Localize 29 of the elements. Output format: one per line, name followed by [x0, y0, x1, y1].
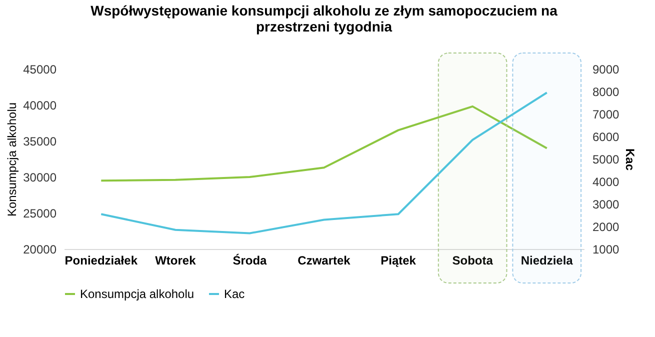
line-series	[100, 105, 548, 182]
y2-tick-label: 3000	[592, 198, 620, 212]
y-tick-label: 20000	[23, 242, 57, 256]
y2-tick-label: 7000	[592, 108, 620, 122]
y-tick-label: 35000	[23, 134, 57, 148]
line-series	[100, 92, 548, 234]
x-tick-label: Środa	[232, 254, 268, 268]
y-tick-label: 25000	[23, 206, 57, 220]
y2-tick-label: 2000	[592, 220, 620, 234]
y2-tick-label: 6000	[592, 130, 620, 144]
y2-tick-label: 9000	[592, 62, 620, 76]
y2-tick-label: 4000	[592, 175, 620, 189]
y-tick-label: 40000	[23, 98, 57, 112]
y2-tick-label: 8000	[592, 85, 620, 99]
x-tick-label: Piątek	[380, 254, 416, 268]
legend-label: Kac	[224, 287, 245, 301]
y2-tick-label: 1000	[592, 242, 620, 256]
chart-title: Współwystępowanie konsumpcji alkoholu ze złym samopoczuciem na przestrzeni tygodnia	[90, 2, 558, 34]
x-tick-label: Sobota	[452, 254, 494, 268]
y-axis-title: Konsumpcja alkoholu	[5, 102, 20, 217]
x-tick-label: Czwartek	[298, 254, 351, 268]
y-tick-label: 45000	[23, 62, 57, 76]
x-tick-label: Wtorek	[155, 254, 196, 268]
x-tick-label: Niedziela	[520, 254, 574, 268]
legend-label: Konsumpcja alkoholu	[80, 287, 194, 301]
y-tick-label: 30000	[23, 170, 57, 184]
x-tick-label: Poniedziałek	[64, 254, 138, 268]
y2-tick-label: 5000	[592, 152, 620, 166]
y2-axis-title: Kac	[623, 148, 638, 171]
